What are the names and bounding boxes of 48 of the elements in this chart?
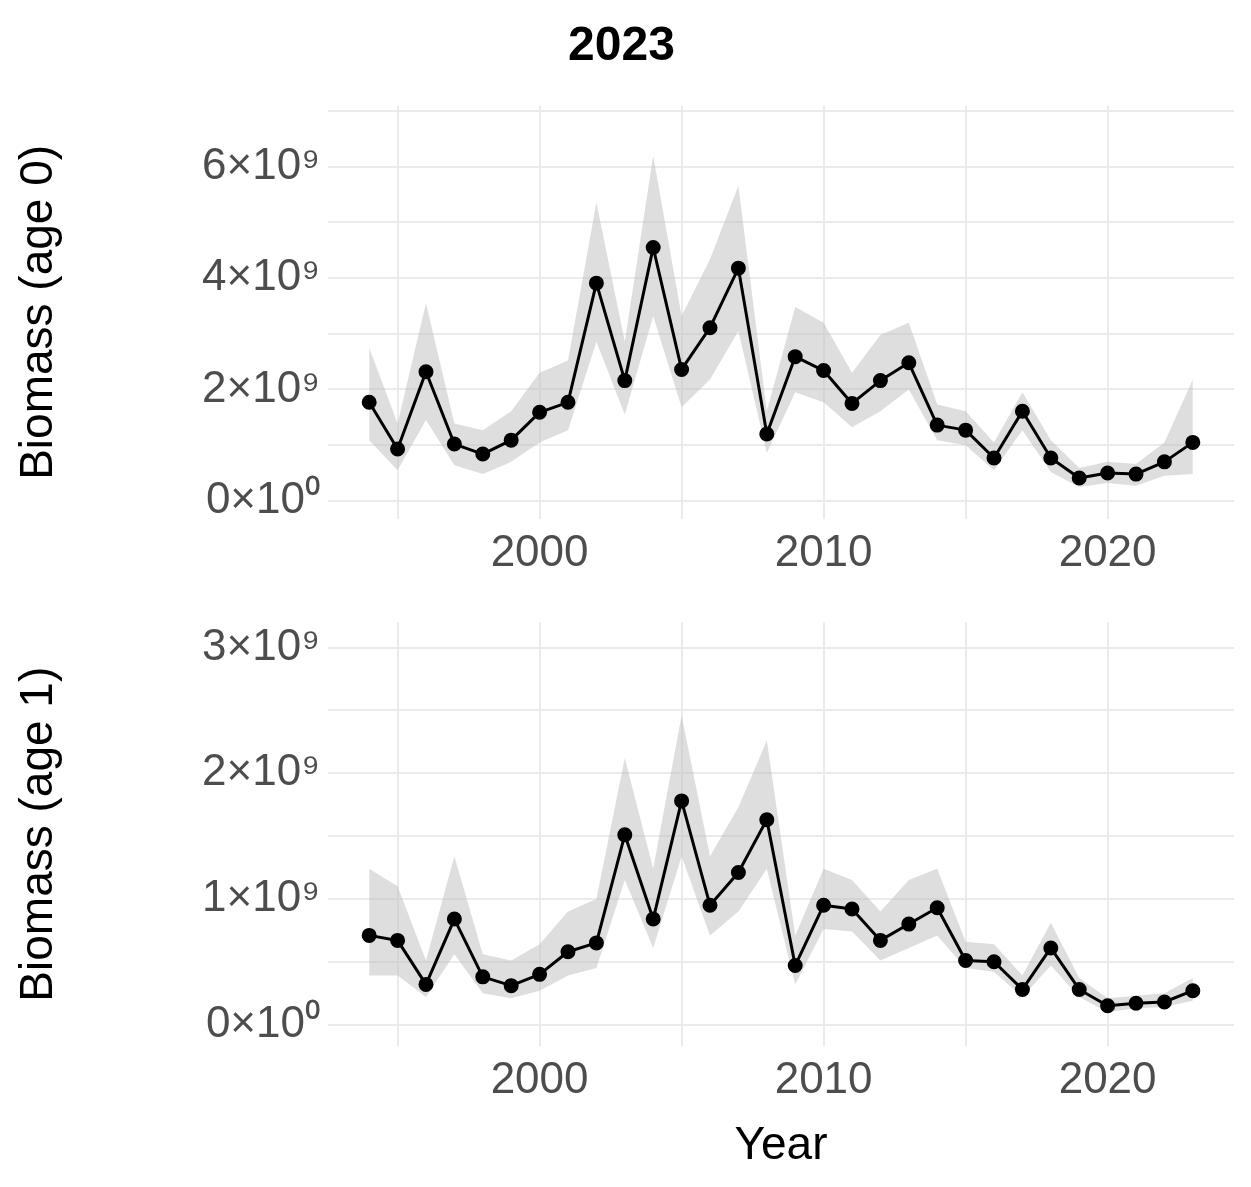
point: [361, 927, 377, 943]
point: [958, 953, 974, 969]
point: [475, 969, 491, 985]
point: [986, 954, 1002, 970]
point: [1043, 940, 1059, 956]
point: [816, 897, 832, 913]
x-tick-label: 2010: [774, 1052, 873, 1102]
point: [787, 958, 803, 974]
point: [645, 911, 661, 927]
point: [730, 865, 746, 881]
x-tick-label: 2000: [490, 1052, 589, 1102]
point: [418, 976, 434, 992]
point: [872, 932, 888, 948]
point: [503, 978, 519, 994]
x-tick-label: 2020: [1058, 525, 1157, 575]
chart-title: 2023: [568, 17, 675, 71]
point: [759, 812, 775, 828]
x-tick-label: 2010: [774, 525, 873, 575]
point: [1185, 983, 1201, 999]
point: [1156, 994, 1172, 1010]
point: [588, 935, 604, 951]
y-axis-title: Biomass (age 1): [10, 666, 63, 1002]
point: [532, 966, 548, 982]
point: [446, 911, 462, 927]
point: [929, 900, 945, 916]
x-axis-title: Year: [734, 1117, 828, 1170]
point: [1014, 981, 1030, 997]
point: [901, 916, 917, 932]
point: [844, 901, 860, 917]
point: [1128, 995, 1144, 1011]
y-axis-title: Biomass (age 0): [10, 144, 63, 480]
point: [617, 827, 633, 843]
y-tick-label: 2×10⁹: [202, 745, 320, 795]
point: [1071, 981, 1087, 997]
point: [674, 793, 690, 809]
y-tick-label: 3×10⁹: [202, 619, 320, 669]
y-tick-label: 0×10⁰: [205, 996, 320, 1046]
y-tick-label: 4×10⁹: [202, 250, 320, 300]
y-tick-label: 6×10⁹: [202, 138, 320, 188]
x-tick-label: 2020: [1058, 1052, 1157, 1102]
point: [1100, 998, 1116, 1014]
point: [390, 932, 406, 948]
y-tick-label: 2×10⁹: [202, 361, 320, 411]
y-tick-label: 1×10⁹: [202, 871, 320, 921]
point: [560, 944, 576, 960]
y-tick-label: 0×10⁰: [205, 472, 320, 522]
point: [702, 897, 718, 913]
x-tick-label: 2000: [490, 525, 589, 575]
